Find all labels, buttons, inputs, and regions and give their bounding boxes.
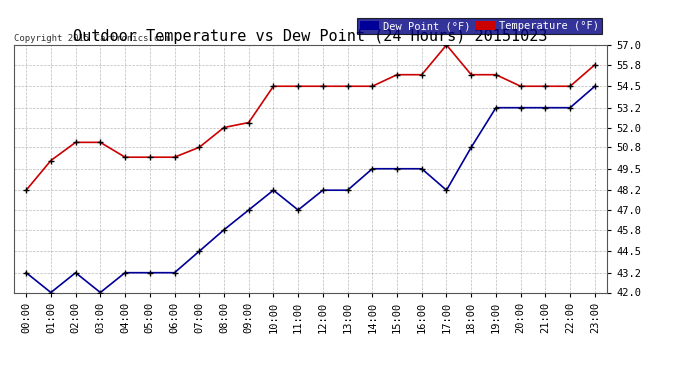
Legend: Dew Point (°F), Temperature (°F): Dew Point (°F), Temperature (°F) (357, 18, 602, 34)
Text: Copyright 2015 Cartronics.com: Copyright 2015 Cartronics.com (14, 33, 170, 42)
Title: Outdoor Temperature vs Dew Point (24 Hours) 20151023: Outdoor Temperature vs Dew Point (24 Hou… (73, 29, 548, 44)
